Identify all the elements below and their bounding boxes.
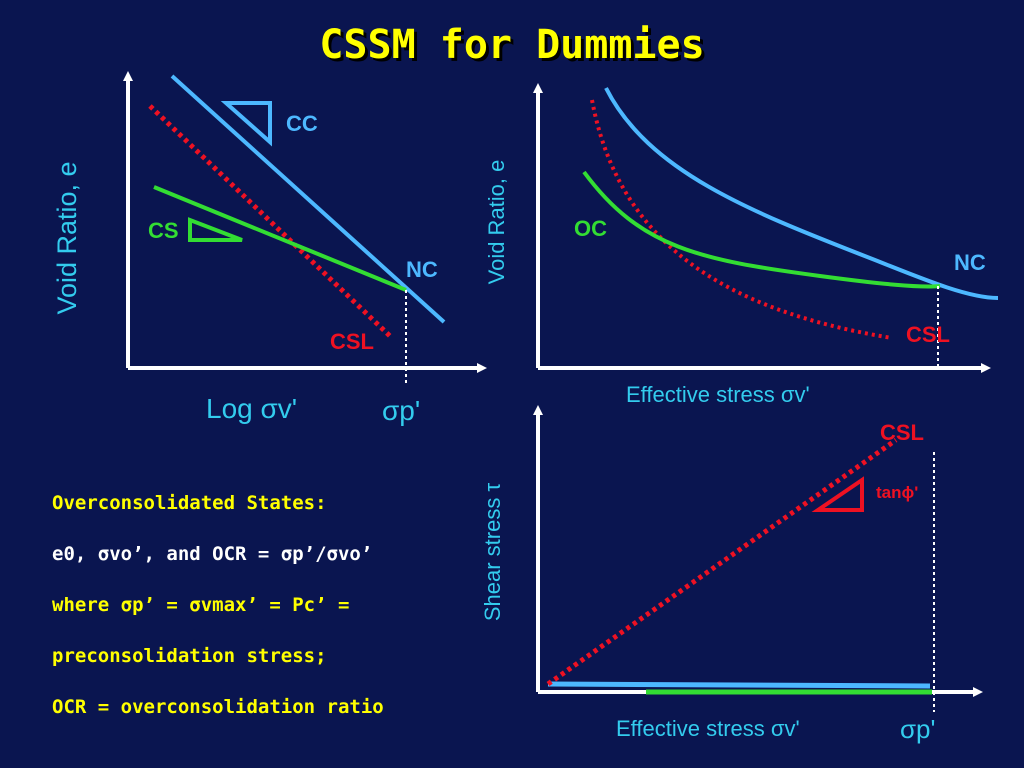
rb-csl-line — [546, 437, 898, 687]
notes-heading: Overconsolidated States: — [52, 492, 327, 514]
rt-csl-label: CSL — [906, 322, 950, 347]
cc-label: CC — [286, 111, 318, 136]
notes-line-1: e0, σvo’, and OCR = σp’/σvo’ — [52, 543, 373, 565]
tan-phi-label: tanϕ' — [876, 483, 918, 502]
rb-csl-label: CSL — [880, 420, 924, 445]
tan-phi-slope-triangle — [811, 476, 864, 512]
rb-nc-line — [547, 681, 931, 689]
left-y-axis-label: Void Ratio, e — [52, 161, 82, 314]
rb-x-axis-label: Effective stress σv' — [616, 716, 800, 741]
left-diagram: CC CS NC CSL Void Ratio, e Log σv' σp' — [52, 71, 487, 426]
notes-line-4: OCR = overconsolidation ratio — [52, 696, 384, 718]
left-nc-line — [170, 74, 446, 324]
rt-csl-curve — [590, 99, 893, 340]
rt-oc-curve — [582, 170, 941, 289]
left-cs-line — [153, 185, 407, 292]
left-sigma-p-label: σp' — [382, 395, 420, 426]
cs-label: CS — [148, 218, 179, 243]
left-csl-label: CSL — [330, 329, 374, 354]
right-bottom-diagram: CSL tanϕ' Shear stress τ Effective stres… — [480, 405, 983, 744]
rt-nc-label: NC — [954, 250, 986, 275]
right-top-diagram: OC NC CSL Void Ratio, e Effective stress… — [484, 83, 999, 407]
notes-line-3: preconsolidation stress; — [52, 645, 327, 667]
rb-y-axis-label: Shear stress τ — [480, 483, 505, 622]
rt-x-axis-label: Effective stress σv' — [626, 382, 810, 407]
notes-panel: Overconsolidated States: e0, σvo’, and O… — [52, 478, 492, 733]
rt-nc-curve — [604, 87, 999, 300]
notes-line-2: where σp’ = σvmax’ = Pc’ = — [52, 594, 350, 616]
left-x-axis-label: Log σv' — [206, 393, 297, 424]
cs-slope-triangle — [188, 217, 243, 242]
rb-sigma-p-label: σp' — [900, 714, 935, 744]
slide-title: CSSM for Dummies — [319, 22, 705, 68]
rt-oc-label: OC — [574, 216, 607, 241]
left-nc-label: NC — [406, 257, 438, 282]
rt-y-axis-label: Void Ratio, e — [484, 160, 509, 285]
cc-slope-triangle — [220, 101, 272, 147]
